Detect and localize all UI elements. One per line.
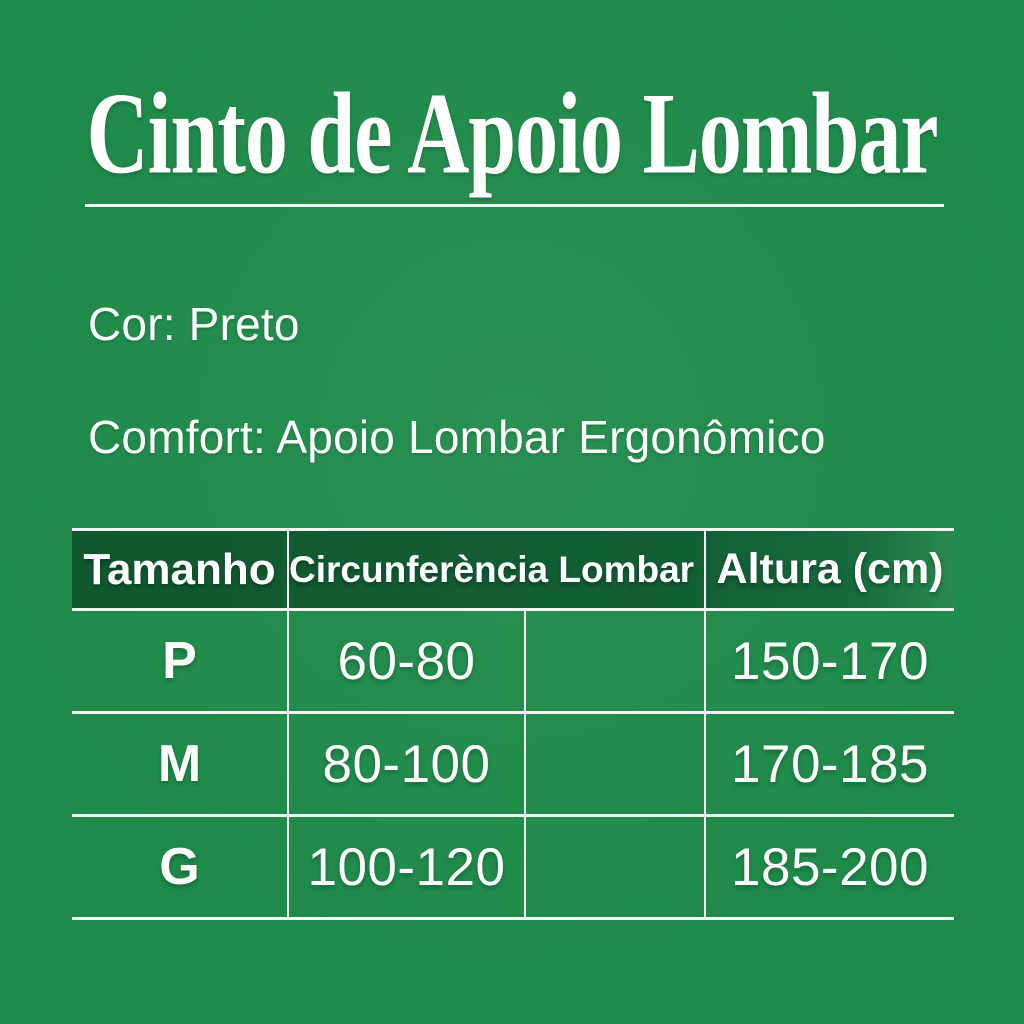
attribute-color: Cor: Preto <box>88 298 300 350</box>
spacer-cell <box>523 712 706 816</box>
height-cell: 150-170 <box>704 609 955 713</box>
size-table: Tamanho Circunferència Lombar (cm) Altur… <box>72 528 955 920</box>
size-cell: P <box>162 632 197 690</box>
size-table-row-g: G 100-120 185-200 <box>72 815 955 919</box>
size-table-header-row: Tamanho Circunferència Lombar (cm) Altur… <box>72 529 955 610</box>
size-table-header-height: Altura (cm) <box>704 529 955 610</box>
size-cell: M <box>157 735 202 793</box>
circumference-cell: 80-100 <box>287 712 525 816</box>
size-table-row-m: M 80-100 170-185 <box>72 712 955 816</box>
title-divider <box>85 204 944 207</box>
circumference-cell: 60-80 <box>287 609 525 713</box>
size-table-header-circumference: Circunferència Lombar (cm) <box>286 529 706 610</box>
spacer-cell <box>523 609 706 713</box>
size-table-row-p: P 60-80 150-170 <box>72 609 955 713</box>
size-cell: G <box>159 838 200 896</box>
circumference-cell: 100-120 <box>287 815 525 919</box>
height-cell: 170-185 <box>704 712 955 816</box>
height-cell: 185-200 <box>704 815 955 919</box>
spacer-cell <box>523 815 706 919</box>
attribute-comfort: Comfort: Apoio Lombar Ergonômico <box>88 411 826 463</box>
size-table-header-size: Tamanho <box>83 544 276 594</box>
page-title: Cinto de Apoio Lombar <box>86 68 938 199</box>
title-container: Cinto de Apoio Lombar <box>0 70 1024 198</box>
